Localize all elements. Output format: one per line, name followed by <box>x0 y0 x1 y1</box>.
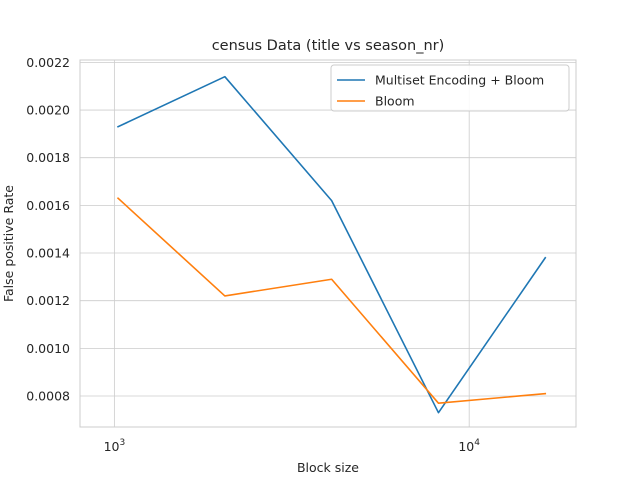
x-tick-label: 104 <box>458 438 480 454</box>
y-tick-label: 0.0022 <box>26 55 70 70</box>
y-tick-label: 0.0020 <box>26 103 70 118</box>
legend: Multiset Encoding + Bloom Bloom <box>330 64 570 112</box>
y-tick-label: 0.0014 <box>26 246 70 261</box>
series-line <box>116 75 547 414</box>
x-axis-label: Block size <box>297 460 359 475</box>
series-line <box>116 197 547 404</box>
y-axis-label: False positive Rate <box>1 185 16 302</box>
legend-label: Bloom <box>375 94 415 109</box>
y-tick-label: 0.0008 <box>26 389 70 404</box>
y-tick-label: 0.0016 <box>26 198 70 213</box>
series-lines <box>116 75 547 414</box>
legend-box <box>330 64 570 112</box>
legend-label: Multiset Encoding + Bloom <box>375 73 544 88</box>
y-tick-label: 0.0012 <box>26 293 70 308</box>
x-tick-label: 103 <box>104 438 126 454</box>
chart-title: census Data (title vs season_nr) <box>212 38 445 54</box>
tick-labels: 0.0008 0.0010 0.0012 0.0014 0.0016 0.0018 0.00… <box>26 55 480 454</box>
grid-lines <box>80 60 576 427</box>
y-tick-label: 0.0010 <box>26 341 70 356</box>
y-tick-label: 0.0018 <box>26 150 70 165</box>
plot-area <box>79 59 577 428</box>
